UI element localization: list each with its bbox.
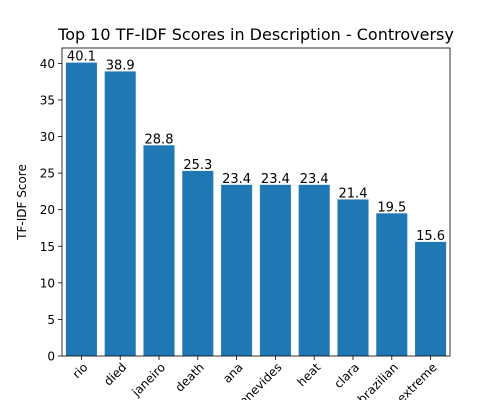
x-tick-label: extreme: [394, 360, 439, 400]
y-tick-label: 35: [40, 93, 55, 107]
bar-value-label: 25.3: [183, 158, 212, 173]
y-axis-label: TF-IDF Score: [15, 164, 29, 241]
bar-brazilian: [376, 213, 408, 356]
y-tick-label: 15: [40, 240, 55, 254]
plot-area: 40.1 rio 38.9 died 28.8 janeiro 25.3 death 23.4 a…: [40, 47, 451, 400]
bar-value-label: 15.6: [416, 229, 445, 244]
bar-benevides: [259, 184, 291, 356]
bar-value-label: 28.8: [145, 132, 174, 147]
bar-died: [104, 71, 136, 356]
bar-clara: [337, 199, 369, 356]
x-tick-label: died: [101, 360, 129, 388]
y-tick-label: 20: [40, 203, 55, 217]
y-tick-label: 0: [47, 350, 55, 364]
y-tick-label: 25: [40, 167, 55, 181]
y-tick-label: 30: [40, 130, 55, 144]
x-tick-label: ana: [220, 360, 246, 386]
bar-rio: [65, 62, 97, 356]
x-tick-label: brazilian: [355, 360, 401, 400]
x-tick-label: heat: [294, 360, 323, 389]
bar-heat: [298, 184, 330, 356]
bar-value-label: 23.4: [222, 172, 251, 187]
bar-value-label: 23.4: [261, 172, 290, 187]
y-tick-label: 40: [40, 57, 55, 71]
x-tick-label: janeiro: [129, 360, 169, 400]
chart-title: Top 10 TF-IDF Scores in Description - Co…: [57, 25, 454, 44]
plot-frame: [61, 47, 451, 357]
x-tick-label: death: [173, 360, 207, 394]
bar-ana: [221, 184, 253, 356]
bar-value-label: 38.9: [106, 58, 135, 73]
bar-janeiro: [143, 145, 175, 356]
x-tick-label: clara: [331, 360, 362, 391]
bar-value-label: 23.4: [300, 172, 329, 187]
bar-extreme: [415, 241, 447, 356]
x-tick-label: rio: [70, 360, 91, 381]
bar-value-label: 40.1: [67, 50, 96, 65]
bar-value-label: 19.5: [377, 200, 406, 215]
bar-value-label: 21.4: [339, 186, 368, 201]
bar-death: [182, 170, 214, 356]
y-tick-label: 5: [47, 313, 55, 327]
y-tick-label: 10: [40, 276, 55, 290]
